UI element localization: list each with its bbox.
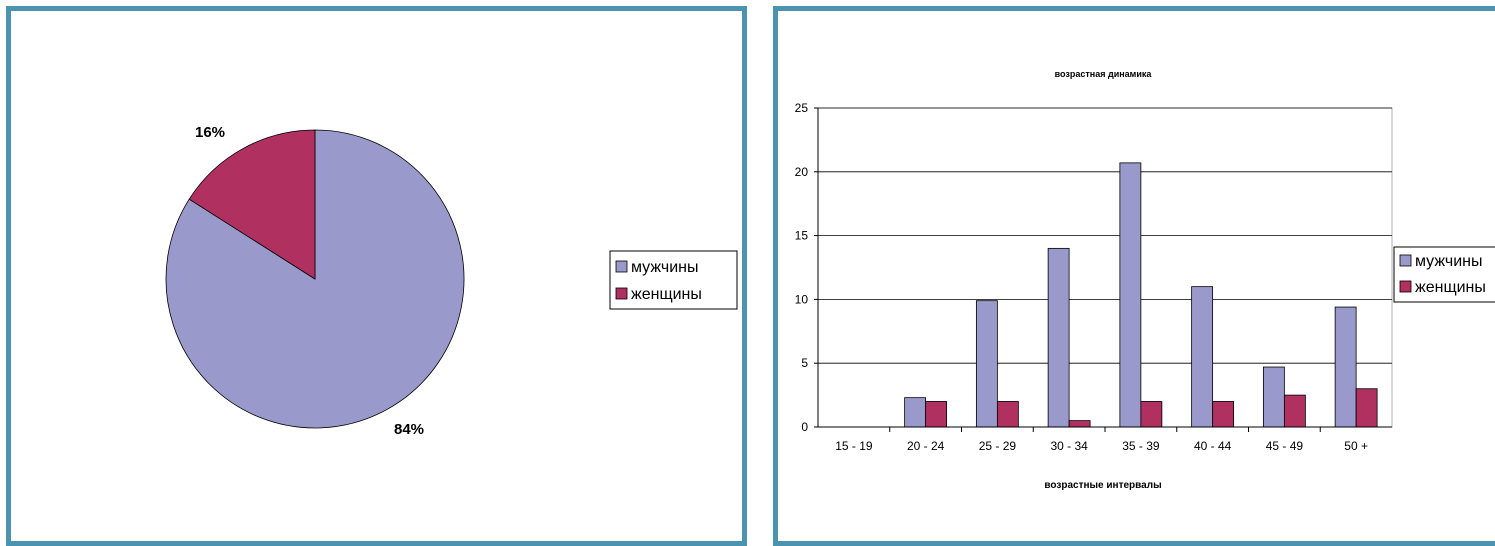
legend-swatch-women [615,287,628,300]
bar-women [1068,420,1091,428]
legend-box [609,250,738,310]
y-tick-label: 20 [795,165,809,179]
legend-label-women: женщины [631,286,702,303]
x-tick-label: 15 - 19 [835,439,873,453]
pie-legend: мужчины женщины [609,250,738,310]
bar-legend: мужчины женщины [1393,246,1495,303]
x-tick-label: 40 - 44 [1194,439,1232,453]
bar-men [975,300,998,428]
x-tick-label: 50 + [1344,439,1368,453]
legend-label-women: женщины [1415,279,1486,296]
bar-women [1355,388,1378,428]
bar-men [1047,247,1070,428]
y-tick-label: 0 [801,420,808,434]
pie-chart: 16% 84% мужчины женщины [165,124,738,438]
y-tick-label: 10 [795,292,809,306]
legend-label-men: мужчины [631,259,699,276]
data-label-men: 84% [394,421,424,438]
plot-area [817,107,1393,428]
legend-swatch-women [1399,280,1412,293]
bar-women [1140,401,1163,428]
pie-slice-women [188,129,316,280]
y-tick-label: 5 [801,356,808,370]
bar-men [1119,162,1142,428]
legend-swatch-men [615,260,628,273]
pie-chart-panel: 16% 84% мужчины женщины [6,6,747,546]
x-tick-label: 25 - 29 [979,439,1017,453]
bar-men [1262,366,1285,428]
x-tick-label: 45 - 49 [1266,439,1304,453]
x-tick-label: 20 - 24 [907,439,945,453]
bar-women [925,401,948,428]
x-tick-label: 35 - 39 [1122,439,1160,453]
data-label-women: 16% [195,124,225,141]
y-tick-label: 15 [795,229,809,243]
y-tick-label: 25 [795,101,809,115]
bar-women [1283,394,1306,428]
legend-label-men: мужчины [1415,253,1483,270]
bar-chart-panel: возрастная динамика 0 5 10 15 20 25 15 - 19 20 … [773,6,1495,546]
bar-men [1334,306,1357,428]
bar-chart: возрастная динамика 0 5 10 15 20 25 15 - 19 20 … [795,69,1495,491]
bar-women [1212,401,1235,428]
bar-men [904,397,927,428]
bar-women [996,401,1019,428]
legend-swatch-men [1399,254,1412,267]
chart-title: возрастная динамика [1055,69,1153,79]
bar-men [1191,286,1214,428]
x-tick-label: 30 - 34 [1050,439,1088,453]
x-axis-label: возрастные интервалы [1044,480,1161,491]
